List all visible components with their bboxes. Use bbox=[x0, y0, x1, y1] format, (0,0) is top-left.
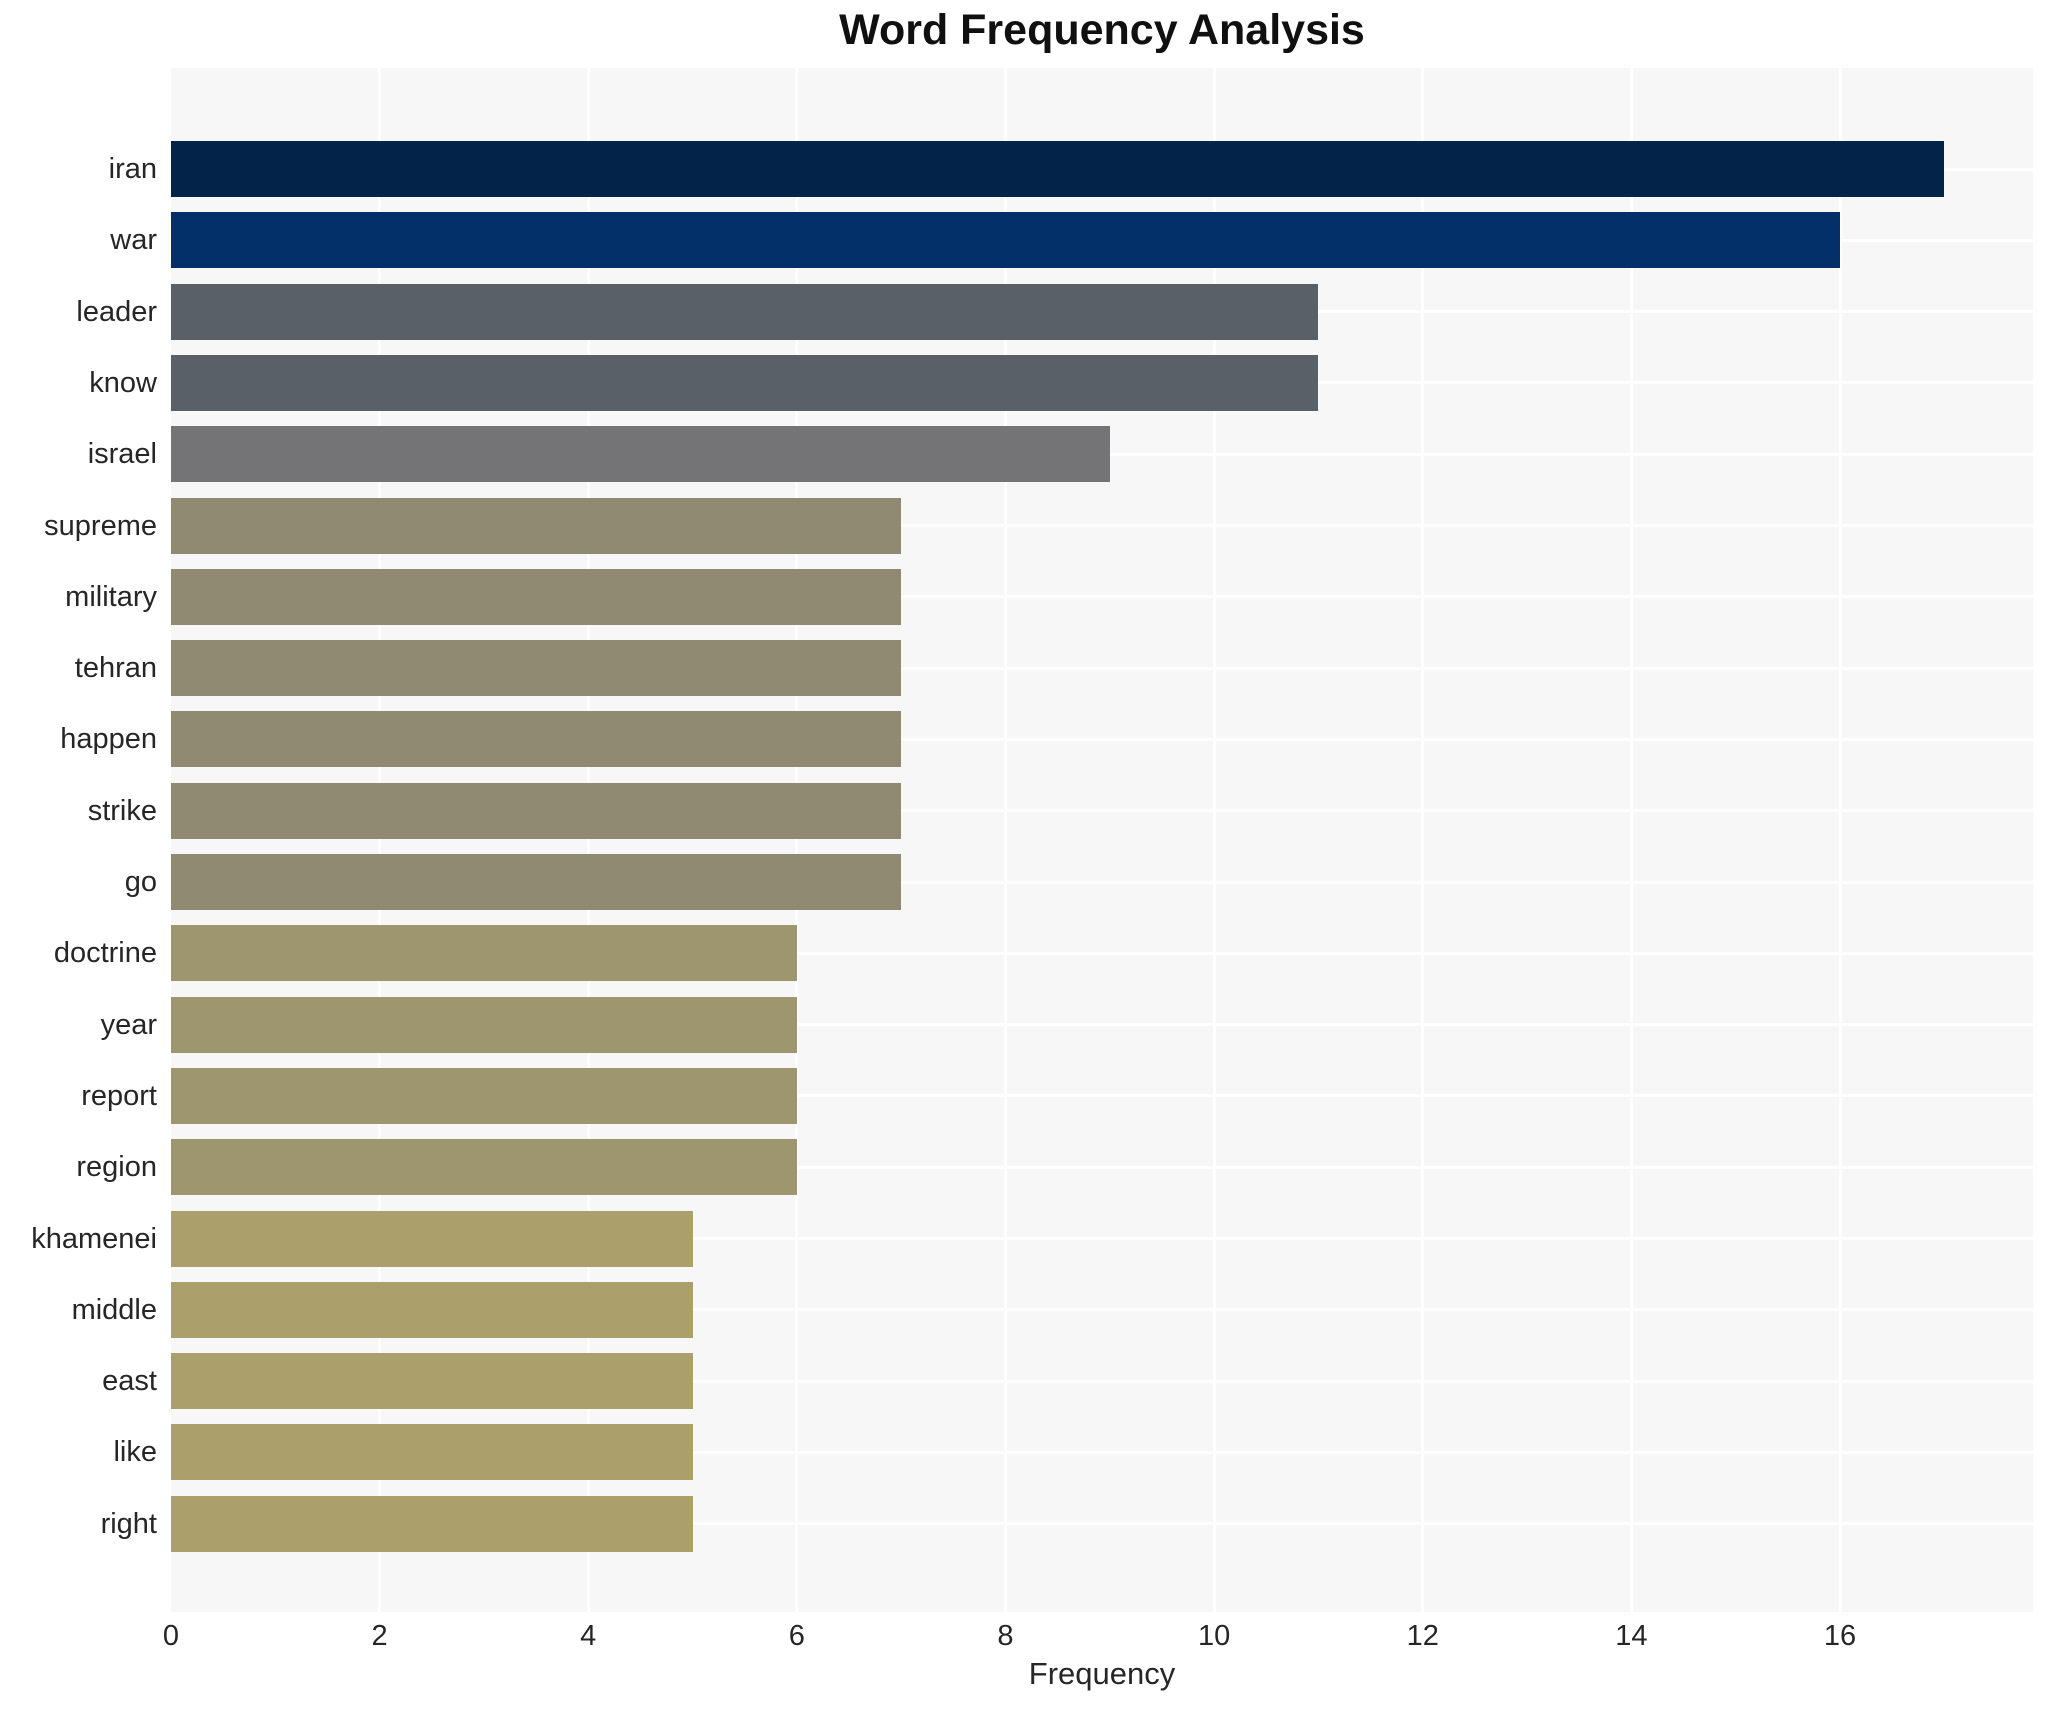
y-tick-label: supreme bbox=[44, 509, 157, 542]
bar-like bbox=[171, 1424, 693, 1481]
x-tick-label: 4 bbox=[580, 1620, 597, 1652]
bar-middle bbox=[171, 1281, 693, 1338]
y-tick-label: happen bbox=[60, 723, 157, 756]
bar-israel bbox=[171, 426, 1110, 483]
x-tick-label: 2 bbox=[371, 1620, 388, 1652]
grid-line-horizontal bbox=[171, 666, 2033, 670]
y-axis-labels: iran war leader know israel supreme military te… bbox=[0, 68, 163, 1612]
bar-strike bbox=[171, 782, 902, 839]
grid-line-vertical bbox=[1838, 68, 1842, 1612]
grid-line-horizontal bbox=[171, 1094, 2033, 1098]
grid-line-horizontal bbox=[171, 1379, 2033, 1383]
y-tick-label: war bbox=[110, 224, 157, 257]
y-tick-label: know bbox=[89, 366, 157, 399]
grid-line-horizontal bbox=[171, 1165, 2033, 1169]
grid-line-horizontal bbox=[171, 737, 2033, 741]
y-tick-label: leader bbox=[76, 295, 157, 328]
bar-right bbox=[171, 1495, 693, 1552]
grid-line-horizontal bbox=[171, 1237, 2033, 1240]
bar-east bbox=[171, 1353, 693, 1410]
bar-tehran bbox=[171, 640, 902, 697]
y-tick-label: iran bbox=[108, 153, 157, 185]
x-tick-label: 16 bbox=[1823, 1620, 1857, 1652]
y-tick-label: israel bbox=[87, 438, 157, 471]
bar-year bbox=[171, 996, 797, 1053]
x-tick-label: 0 bbox=[162, 1620, 180, 1652]
grid-line-horizontal bbox=[171, 951, 2033, 955]
bar-war bbox=[171, 212, 1841, 269]
x-tick-label: 6 bbox=[788, 1620, 805, 1652]
bar-happen bbox=[171, 711, 902, 768]
bar-report bbox=[171, 1067, 797, 1124]
bar-military bbox=[171, 568, 902, 625]
grid-line-vertical bbox=[1421, 68, 1425, 1612]
y-tick-label: tehran bbox=[74, 652, 157, 685]
y-tick-label: like bbox=[113, 1436, 157, 1469]
y-tick-label: year bbox=[100, 1008, 157, 1041]
grid-line-horizontal bbox=[171, 1450, 2033, 1454]
grid-line-vertical bbox=[378, 68, 382, 1612]
bar-region bbox=[171, 1139, 797, 1196]
grid-line-vertical bbox=[795, 68, 799, 1612]
y-tick-label: military bbox=[65, 580, 157, 613]
grid-line-vertical bbox=[586, 68, 590, 1612]
x-tick-label: 8 bbox=[997, 1620, 1014, 1652]
bar-supreme bbox=[171, 497, 902, 554]
x-tick-label: 12 bbox=[1406, 1620, 1439, 1652]
grid-line-horizontal bbox=[171, 809, 2033, 813]
bar-doctrine bbox=[171, 925, 797, 982]
y-tick-label: strike bbox=[87, 794, 157, 827]
chart-title: Word Frequency Analysis bbox=[839, 6, 1365, 54]
plot-area bbox=[171, 68, 2033, 1612]
y-tick-label: doctrine bbox=[53, 937, 157, 970]
bar-know bbox=[171, 354, 1319, 411]
grid-line-horizontal bbox=[171, 880, 2033, 884]
y-tick-label: khamenei bbox=[31, 1222, 157, 1255]
bar-leader bbox=[171, 283, 1319, 340]
y-tick-label: report bbox=[81, 1079, 157, 1112]
y-tick-label: middle bbox=[71, 1293, 157, 1326]
grid-line-vertical bbox=[1004, 68, 1007, 1612]
grid-line-vertical bbox=[1629, 68, 1633, 1612]
y-tick-label: go bbox=[124, 866, 157, 898]
x-tick-label: 10 bbox=[1197, 1620, 1231, 1652]
y-tick-label: region bbox=[76, 1151, 157, 1184]
grid-line-vertical bbox=[1212, 68, 1216, 1612]
grid-line-horizontal bbox=[171, 1522, 2033, 1526]
x-axis-title: Frequency bbox=[1028, 1656, 1176, 1691]
y-tick-label: right bbox=[100, 1507, 157, 1540]
bar-go bbox=[171, 854, 902, 910]
y-tick-label: east bbox=[102, 1365, 157, 1398]
bar-iran bbox=[171, 141, 1945, 197]
x-tick-label: 14 bbox=[1615, 1620, 1648, 1652]
grid-line-horizontal bbox=[171, 1023, 2033, 1027]
grid-line-horizontal bbox=[171, 1308, 2033, 1312]
grid-line-horizontal bbox=[171, 524, 2033, 527]
bar-khamenei bbox=[171, 1210, 693, 1267]
grid-line-horizontal bbox=[171, 595, 2033, 599]
